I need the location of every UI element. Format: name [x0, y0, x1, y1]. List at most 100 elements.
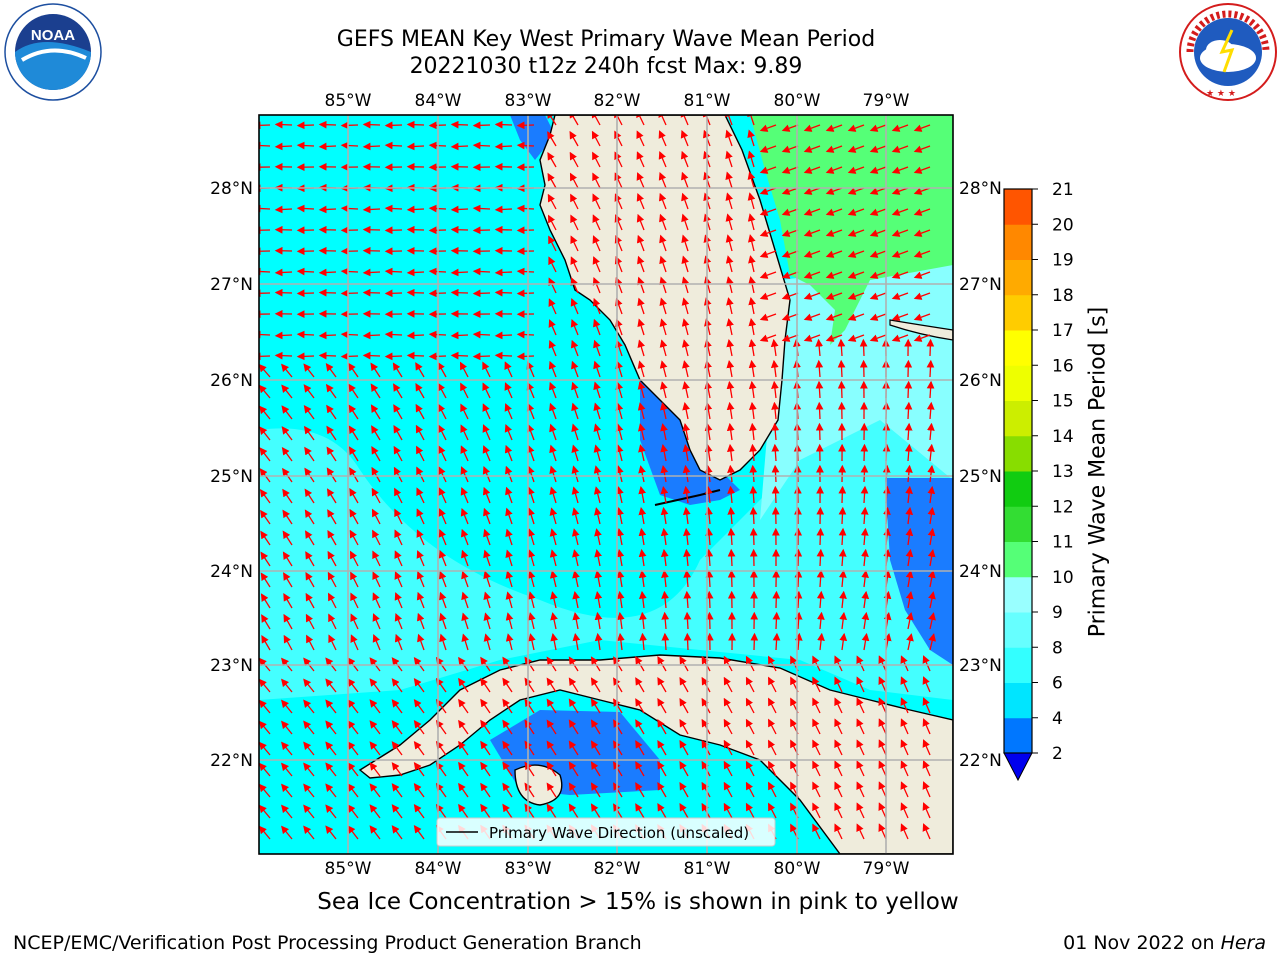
wave-arrow	[636, 193, 645, 210]
wave-arrow	[725, 234, 734, 252]
wave-arrow	[393, 424, 403, 441]
wave-arrow	[592, 235, 601, 252]
wave-arrow	[638, 548, 647, 567]
wave-arrow	[327, 509, 337, 525]
wave-arrow	[516, 204, 535, 213]
lon-tick-label: 80°W	[774, 859, 821, 879]
wave-arrow	[725, 115, 733, 126]
wave-arrow	[616, 611, 625, 630]
wave-arrow	[926, 338, 935, 357]
wave-arrow	[723, 697, 733, 714]
wave-arrow	[922, 655, 931, 672]
wave-arrow	[613, 677, 623, 693]
wave-arrow	[900, 823, 909, 840]
wave-arrow	[571, 381, 579, 399]
wave-arrow	[891, 334, 909, 342]
lon-tick-label: 84°W	[415, 91, 462, 111]
wave-arrow	[483, 528, 491, 546]
lat-labels-right: 28°N 27°N 26°N 25°N 24°N 23°N 22°N	[959, 179, 1002, 771]
wave-arrow	[548, 319, 557, 336]
wave-arrow	[460, 466, 469, 483]
wave-arrow	[458, 761, 469, 777]
wave-arrow	[450, 120, 469, 129]
wave-arrow	[825, 313, 843, 321]
wave-arrow	[682, 506, 691, 525]
wave-arrow	[723, 655, 733, 672]
wave-arrow	[416, 550, 425, 567]
wave-arrow	[794, 569, 803, 588]
wave-arrow	[635, 782, 645, 798]
wave-arrow	[391, 804, 403, 819]
wave-arrow	[679, 718, 689, 735]
wave-arrow	[371, 508, 381, 525]
wave-arrow	[524, 698, 535, 714]
wave-arrow	[759, 292, 777, 300]
wave-arrow	[259, 352, 271, 361]
wave-arrow	[325, 762, 337, 777]
wave-arrow	[635, 761, 645, 777]
wave-arrow	[305, 571, 315, 588]
wave-arrow	[369, 825, 381, 840]
wave-arrow	[318, 331, 337, 340]
wave-arrow	[548, 381, 557, 399]
wave-arrow	[282, 530, 293, 546]
wave-arrow	[725, 150, 733, 168]
wave-arrow	[592, 193, 601, 210]
wave-arrow	[502, 677, 513, 693]
wave-arrow	[913, 229, 931, 237]
wave-arrow	[723, 802, 733, 819]
wave-arrow	[816, 527, 825, 546]
wave-arrow	[683, 611, 692, 630]
wave-arrow	[759, 187, 777, 195]
wave-arrow	[303, 405, 315, 420]
wave-arrow	[372, 592, 381, 609]
colorbar-tick-label: 16	[1052, 356, 1074, 376]
wave-arrow	[781, 187, 799, 195]
wave-arrow	[369, 741, 381, 756]
wave-arrow	[638, 590, 647, 609]
wave-arrow	[657, 782, 667, 798]
wave-arrow	[679, 739, 689, 756]
wave-arrow	[658, 151, 667, 168]
wave-arrow	[549, 402, 557, 420]
wave-arrow	[838, 485, 847, 504]
wave-arrow	[593, 423, 602, 441]
wave-arrow	[834, 760, 843, 777]
wave-arrow	[825, 166, 843, 174]
colorbar-segment	[1004, 541, 1032, 578]
wave-arrow	[296, 204, 315, 213]
wave-arrow	[393, 383, 403, 399]
wave-arrow	[922, 823, 931, 840]
wave-arrow	[726, 401, 735, 420]
wave-arrow	[325, 783, 337, 798]
wave-arrow	[616, 465, 624, 483]
wave-arrow	[660, 527, 669, 546]
wave-arrow	[592, 256, 601, 273]
colorbar-tick-label: 6	[1052, 674, 1063, 694]
wave-arrow	[371, 446, 381, 462]
wave-arrow	[590, 698, 601, 714]
wave-arrow	[370, 362, 381, 378]
wave-arrow	[771, 443, 780, 462]
wave-arrow	[348, 425, 359, 441]
wave-arrow	[815, 422, 824, 441]
colorbar-segment	[1004, 224, 1032, 260]
wave-arrow	[572, 570, 580, 588]
colorbar-tick-label: 11	[1052, 533, 1074, 553]
wave-arrow	[726, 297, 734, 315]
wave-arrow	[614, 115, 623, 126]
wave-arrow	[458, 803, 469, 819]
wave-arrow	[350, 613, 359, 630]
wave-arrow	[847, 145, 865, 153]
wave-arrow	[325, 678, 337, 693]
wave-arrow	[413, 741, 425, 756]
wave-arrow	[701, 739, 711, 756]
wave-arrow	[771, 422, 780, 441]
wave-arrow	[304, 488, 315, 504]
wave-arrow	[303, 783, 315, 798]
wave-arrow	[705, 506, 713, 525]
wave-arrow	[362, 205, 381, 214]
wave-arrow	[392, 362, 403, 378]
wave-arrow	[281, 720, 293, 735]
wave-arrow	[416, 529, 425, 546]
